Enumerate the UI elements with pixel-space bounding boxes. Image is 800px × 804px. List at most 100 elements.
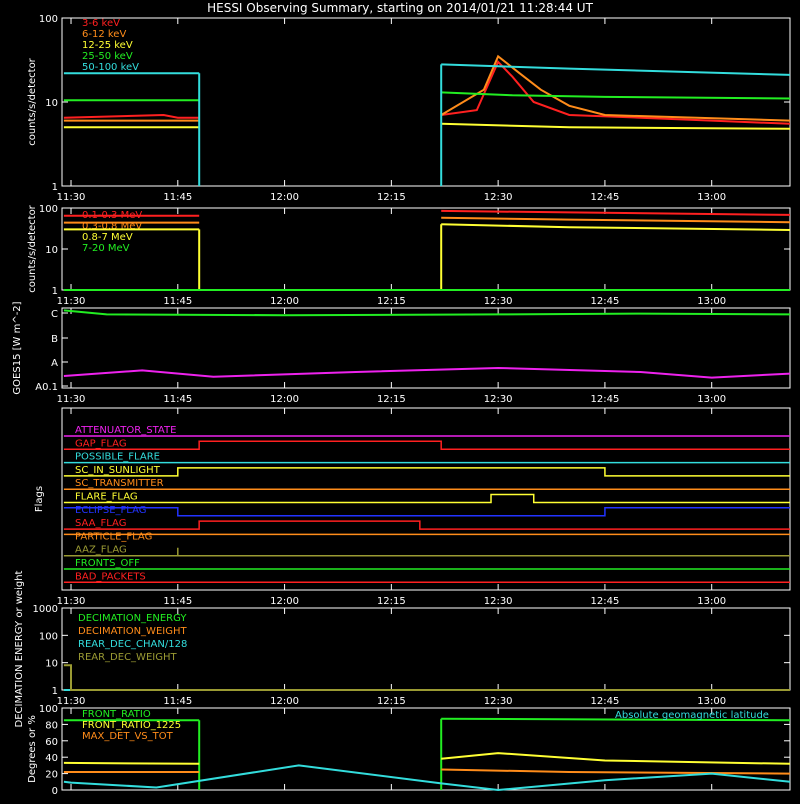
y-tick-label: 1	[52, 286, 58, 297]
annotation-label: Absolute geomagnetic latitude	[615, 710, 769, 721]
y-tick-label: 100	[39, 204, 58, 215]
flag-label: PARTICLE_FLAG	[75, 531, 152, 542]
x-tick-label: 11:45	[163, 596, 192, 607]
x-tick-label: 13:00	[697, 394, 726, 405]
series-line-absolute-geomagnetic-latitude	[63, 764, 791, 792]
x-tick-label: 13:00	[697, 696, 726, 707]
x-tick-label: 13:00	[697, 596, 726, 607]
y-tick-label: 40	[45, 753, 58, 764]
x-tick-label: 12:30	[484, 192, 513, 203]
x-tick-label: 12:00	[270, 296, 299, 307]
x-tick-label: 12:30	[484, 394, 513, 405]
x-tick-label: 12:45	[591, 394, 620, 405]
legend-entry: MAX_DET_VS_TOT	[82, 731, 174, 742]
legend-entry: 50-100 keV	[82, 62, 139, 73]
panel-frame-3	[61, 307, 791, 389]
legend-entry: REAR_DEC_WEIGHT	[78, 652, 177, 663]
x-tick-label: 12:15	[377, 296, 406, 307]
series-line-1-8-a	[63, 309, 791, 317]
flag-line-aaz-flag	[63, 547, 790, 557]
y-tick-label: B	[51, 334, 58, 345]
legend-entry: 0.1-0.3 MeV	[82, 210, 142, 221]
y-tick-label: 100	[39, 631, 58, 642]
x-tick-label: 12:45	[591, 696, 620, 707]
series-line-max-det-vs-tot	[441, 768, 791, 775]
series-line-25-50-kev	[441, 91, 791, 100]
x-tick-label: 11:45	[163, 696, 192, 707]
series-line-0-5-4-a	[63, 366, 791, 379]
y-axis-label: Flags	[34, 486, 45, 512]
x-tick-label: 12:30	[484, 596, 513, 607]
flag-label: POSSIBLE_FLARE	[75, 452, 160, 463]
legend-entry: REAR_DEC_CHAN/128	[78, 639, 187, 650]
legend-entry: 7-20 MeV	[82, 243, 130, 254]
flag-label: SC_IN_SUNLIGHT	[75, 465, 161, 476]
x-tick-label: 12:15	[377, 696, 406, 707]
x-tick-label: 13:00	[697, 296, 726, 307]
y-tick-label: 1000	[33, 604, 58, 615]
series-line-front-ratio-1225	[441, 752, 791, 765]
panel-frame-4	[61, 407, 791, 591]
x-tick-label: 11:30	[57, 192, 86, 203]
y-tick-label: C	[51, 309, 58, 320]
flag-label: ECLIPSE_FLAG	[75, 505, 146, 516]
legend-entry: FRONT_RATIO	[82, 709, 151, 720]
series-line-50-100-kev	[441, 63, 791, 76]
flag-label: FLARE_FLAG	[75, 492, 138, 503]
y-tick-label: 1	[52, 182, 58, 193]
x-tick-label: 13:00	[697, 192, 726, 203]
flag-line-gap-flag	[63, 440, 790, 451]
x-tick-label: 11:30	[57, 296, 86, 307]
flag-label: BAD_PACKETS	[75, 571, 146, 582]
x-tick-label: 12:00	[270, 596, 299, 607]
flag-label: SC_TRANSMITTER	[75, 478, 164, 489]
series-line-12-25-kev	[441, 122, 791, 130]
x-tick-label: 11:45	[163, 296, 192, 307]
y-tick-label: A	[51, 358, 58, 369]
flag-label: FRONTS_OFF	[75, 558, 140, 569]
x-tick-label: 11:45	[163, 394, 192, 405]
series-line-rear-dec-weight	[63, 664, 790, 691]
flag-line-sc-in-sunlight	[63, 467, 790, 477]
panel-frame-6	[61, 707, 791, 791]
x-tick-label: 12:00	[270, 394, 299, 405]
y-tick-label: 0	[52, 786, 58, 797]
legend-entry: 3-6 keV	[82, 18, 120, 29]
x-tick-label: 11:45	[163, 192, 192, 203]
flag-line-eclipse-flag	[63, 507, 790, 517]
x-tick-label: 12:30	[484, 696, 513, 707]
y-tick-label: 10	[45, 98, 58, 109]
y-tick-label: A0.1	[35, 382, 58, 393]
y-tick-label: 100	[39, 704, 58, 715]
legend-entry: 25-50 keV	[82, 51, 133, 62]
flag-label: ATTENUATOR_STATE	[75, 425, 176, 436]
x-tick-label: 12:15	[377, 596, 406, 607]
y-axis-label: counts/s/detector	[27, 57, 38, 145]
series-line-3-6-kev	[63, 113, 200, 119]
y-tick-label: 10	[45, 245, 58, 256]
x-tick-label: 11:30	[57, 696, 86, 707]
series-line-0-1-0-3-mev	[441, 209, 791, 216]
series-line-front-ratio-1225	[63, 761, 200, 765]
x-tick-label: 11:30	[57, 394, 86, 405]
legend-entry: 6-12 keV	[82, 29, 126, 40]
flag-label: AAZ_FLAG	[75, 545, 127, 556]
x-tick-label: 12:00	[270, 696, 299, 707]
y-axis-label: Degrees or %	[27, 715, 38, 783]
legend-entry: DECIMATION_WEIGHT	[78, 626, 187, 637]
y-axis-label: GOES15 [W m^-2]	[12, 301, 23, 394]
y-tick-label: 20	[45, 770, 58, 781]
x-tick-label: 11:30	[57, 596, 86, 607]
x-tick-label: 12:15	[377, 394, 406, 405]
legend-entry: FRONT_RATIO_1225	[82, 720, 181, 731]
y-axis-label: DECIMATION ENERGY or weight	[14, 570, 25, 727]
x-tick-label: 12:30	[484, 296, 513, 307]
series-line-6-12-kev	[440, 54, 791, 122]
x-tick-label: 12:45	[591, 192, 620, 203]
legend-entry: 0.8-7 MeV	[82, 232, 133, 243]
figure-title: HESSI Observing Summary, starting on 201…	[207, 1, 593, 15]
series-line-front-ratio	[441, 717, 791, 722]
